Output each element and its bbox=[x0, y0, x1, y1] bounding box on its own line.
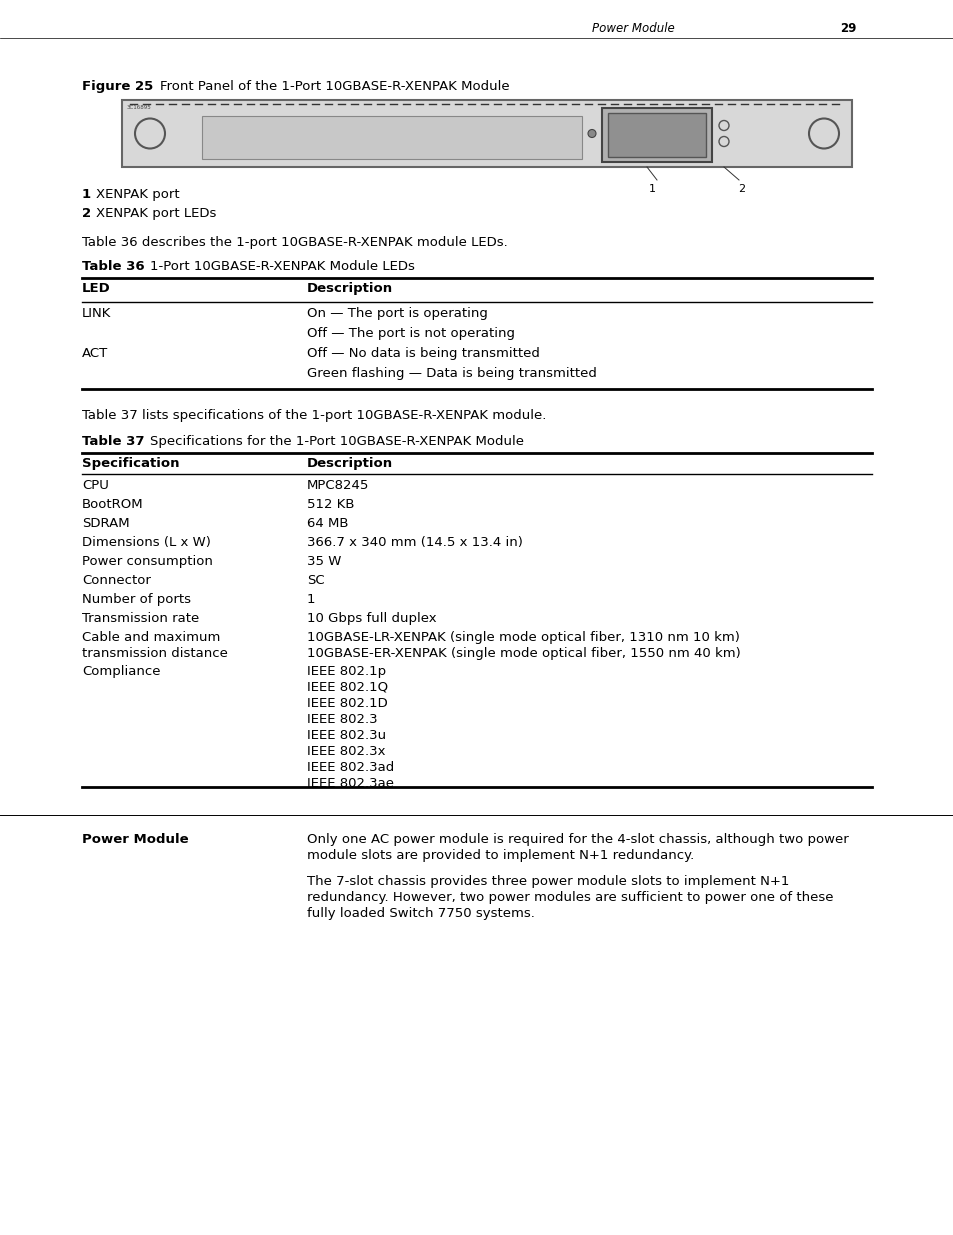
Text: Transmission rate: Transmission rate bbox=[82, 613, 199, 625]
Text: Table 37: Table 37 bbox=[82, 435, 144, 448]
Text: Number of ports: Number of ports bbox=[82, 593, 191, 606]
Text: 1-Port 10GBASE-R-XENPAK Module LEDs: 1-Port 10GBASE-R-XENPAK Module LEDs bbox=[150, 261, 415, 273]
Text: 10GBASE-LR-XENPAK (single mode optical fiber, 1310 nm 10 km)
10GBASE-ER-XENPAK (: 10GBASE-LR-XENPAK (single mode optical f… bbox=[307, 631, 740, 659]
Text: 3C16895: 3C16895 bbox=[127, 105, 152, 110]
Text: Compliance: Compliance bbox=[82, 664, 160, 678]
Bar bbox=[202, 116, 581, 159]
Text: LED: LED bbox=[82, 282, 111, 295]
Text: Front Panel of the 1-Port 10GBASE-R-XENPAK Module: Front Panel of the 1-Port 10GBASE-R-XENP… bbox=[160, 80, 509, 93]
Text: BootROM: BootROM bbox=[82, 498, 144, 511]
Text: LINK: LINK bbox=[82, 308, 112, 320]
Bar bbox=[607, 112, 705, 157]
Text: 2: 2 bbox=[82, 207, 91, 220]
Text: 1: 1 bbox=[307, 593, 315, 606]
Text: Table 37 lists specifications of the 1-port 10GBASE-R-XENPAK module.: Table 37 lists specifications of the 1-p… bbox=[82, 409, 546, 422]
Text: XENPAK port: XENPAK port bbox=[96, 188, 179, 201]
Text: Green flashing — Data is being transmitted: Green flashing — Data is being transmitt… bbox=[307, 367, 597, 380]
Text: Dimensions (L x W): Dimensions (L x W) bbox=[82, 536, 211, 550]
Text: 1: 1 bbox=[648, 184, 655, 194]
Text: Specification: Specification bbox=[82, 457, 179, 471]
Text: SDRAM: SDRAM bbox=[82, 517, 130, 530]
Text: XENPAK port LEDs: XENPAK port LEDs bbox=[96, 207, 216, 220]
Text: On — The port is operating: On — The port is operating bbox=[307, 308, 487, 320]
Text: Power Module: Power Module bbox=[82, 832, 189, 846]
Text: The 7-slot chassis provides three power module slots to implement N+1
redundancy: The 7-slot chassis provides three power … bbox=[307, 876, 833, 920]
Text: Specifications for the 1-Port 10GBASE-R-XENPAK Module: Specifications for the 1-Port 10GBASE-R-… bbox=[150, 435, 523, 448]
Text: ACT: ACT bbox=[82, 347, 108, 359]
Text: Power consumption: Power consumption bbox=[82, 555, 213, 568]
Text: 366.7 x 340 mm (14.5 x 13.4 in): 366.7 x 340 mm (14.5 x 13.4 in) bbox=[307, 536, 522, 550]
Text: Off — The port is not operating: Off — The port is not operating bbox=[307, 327, 515, 340]
Bar bbox=[122, 100, 851, 167]
Text: CPU: CPU bbox=[82, 479, 109, 492]
Text: 512 KB: 512 KB bbox=[307, 498, 355, 511]
Text: Description: Description bbox=[307, 457, 393, 471]
Text: Description: Description bbox=[307, 282, 393, 295]
Text: Table 36: Table 36 bbox=[82, 261, 145, 273]
Text: Cable and maximum
transmission distance: Cable and maximum transmission distance bbox=[82, 631, 228, 659]
Text: Power Module: Power Module bbox=[592, 22, 674, 35]
Text: MPC8245: MPC8245 bbox=[307, 479, 369, 492]
Text: 2: 2 bbox=[738, 184, 745, 194]
Text: Off — No data is being transmitted: Off — No data is being transmitted bbox=[307, 347, 539, 359]
Text: SC: SC bbox=[307, 574, 324, 587]
Text: 64 MB: 64 MB bbox=[307, 517, 348, 530]
Text: 35 W: 35 W bbox=[307, 555, 341, 568]
Text: Table 36 describes the 1-port 10GBASE-R-XENPAK module LEDs.: Table 36 describes the 1-port 10GBASE-R-… bbox=[82, 236, 507, 249]
Text: 10 Gbps full duplex: 10 Gbps full duplex bbox=[307, 613, 436, 625]
Text: IEEE 802.1p
IEEE 802.1Q
IEEE 802.1D
IEEE 802.3
IEEE 802.3u
IEEE 802.3x
IEEE 802.: IEEE 802.1p IEEE 802.1Q IEEE 802.1D IEEE… bbox=[307, 664, 394, 790]
Circle shape bbox=[587, 130, 596, 137]
Text: Connector: Connector bbox=[82, 574, 151, 587]
Text: Figure 25: Figure 25 bbox=[82, 80, 153, 93]
Bar bbox=[601, 107, 711, 162]
Text: 1: 1 bbox=[82, 188, 91, 201]
Text: 29: 29 bbox=[840, 22, 856, 35]
Text: Only one AC power module is required for the 4-slot chassis, although two power
: Only one AC power module is required for… bbox=[307, 832, 848, 862]
